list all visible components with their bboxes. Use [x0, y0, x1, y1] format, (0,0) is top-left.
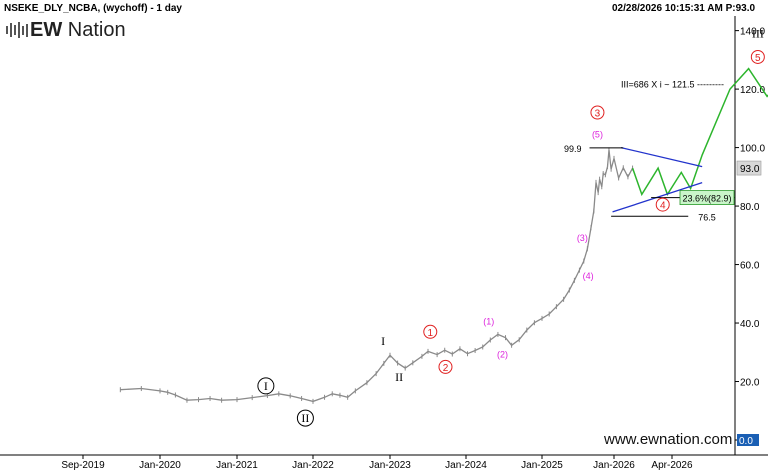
wave-label: 1	[427, 328, 433, 339]
y-tick-label: 60.0	[740, 261, 760, 272]
price-line	[120, 149, 634, 403]
y-tick-label: 0.0	[739, 436, 753, 447]
triangle-upper-line	[620, 146, 703, 168]
y-tick-label: 100.0	[740, 144, 765, 155]
wave-red-circle	[438, 359, 453, 374]
x-tick-label: Jan-2026	[593, 460, 635, 471]
wave-label: I	[264, 379, 268, 393]
wave-circle	[296, 409, 314, 427]
x-tick-label: Jan-2021	[216, 460, 258, 471]
logo-bars-icon	[6, 22, 28, 38]
fib-label: 23.6%(82.9)	[682, 194, 731, 204]
wave-label: (2)	[497, 349, 508, 359]
wave-circle	[257, 377, 275, 395]
wave-red-circle	[423, 324, 438, 339]
x-tick-label: Apr-2026	[651, 460, 693, 471]
wave-label: I	[381, 334, 385, 348]
wave-label: II	[301, 411, 309, 425]
wave-label: 5	[755, 53, 761, 64]
x-tick-label: Jan-2020	[139, 460, 181, 471]
wave-label: II	[395, 370, 403, 384]
wave-label: 4	[660, 201, 666, 212]
chart-title: NSEKE_DLY_NCBA, (wychoff) - 1 day	[4, 3, 182, 14]
wave-label: (3)	[577, 233, 588, 243]
chart-timestamp: 02/28/2026 10:15:31 AM P:93.0	[612, 3, 756, 14]
x-tick-label: Jan-2025	[521, 460, 563, 471]
logo-text: EW Nation	[30, 18, 126, 41]
x-tick-label: Sep-2019	[61, 460, 105, 471]
projection-note: III=686 X i ~ 121.5 ---------	[621, 80, 724, 90]
current-price-label: 93.0	[740, 164, 760, 175]
y-tick-label: 20.0	[740, 378, 760, 389]
forecast-line	[631, 67, 768, 197]
y-tick-label: 40.0	[740, 319, 760, 330]
fib-label-box	[679, 190, 735, 205]
wave-red-circle	[655, 197, 670, 212]
current-price-box	[736, 160, 762, 176]
wave-label: III	[752, 27, 764, 41]
y-tick-label: 80.0	[740, 202, 760, 213]
wave-label: (1)	[483, 317, 494, 327]
wave-label: 3	[595, 108, 601, 119]
wave-red-circle	[750, 49, 765, 64]
level-label: 99.9	[564, 144, 582, 154]
wave-label: 2	[443, 363, 449, 374]
wave-label: (5)	[592, 129, 603, 139]
wave-label: (4)	[583, 271, 594, 281]
y-tick-label: 120.0	[740, 85, 765, 96]
y-tick-label-box	[737, 434, 759, 446]
wave-red-circle	[590, 105, 605, 120]
x-tick-label: Jan-2024	[445, 460, 487, 471]
x-tick-label: Jan-2023	[369, 460, 411, 471]
level-label: 76.5	[698, 212, 716, 222]
y-tick-label: 140.0	[740, 27, 765, 38]
watermark-text: www.ewnation.com	[604, 431, 733, 448]
x-tick-label: Jan-2022	[292, 460, 334, 471]
ewnation-logo: EW Nation	[6, 17, 126, 43]
